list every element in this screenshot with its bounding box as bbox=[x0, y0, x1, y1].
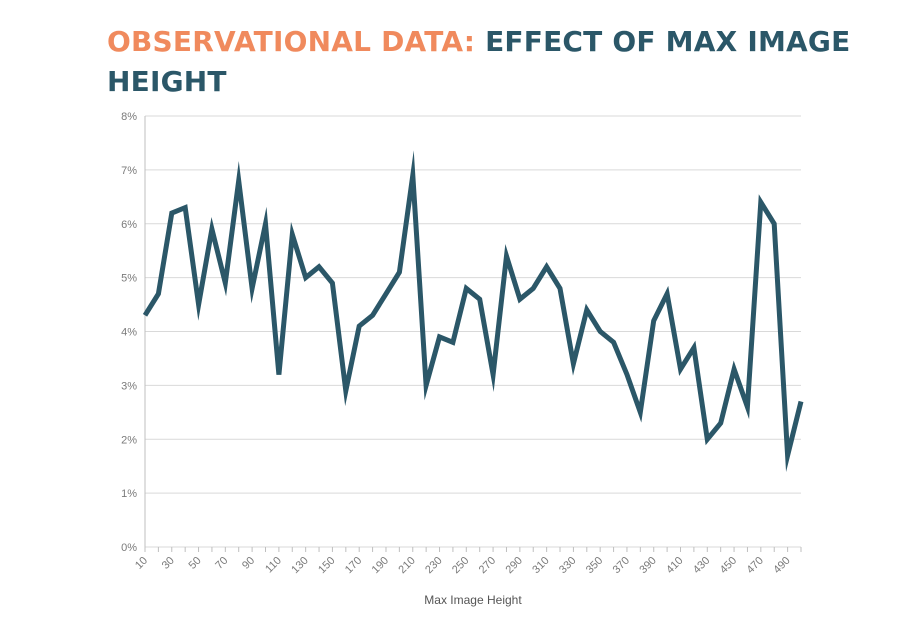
x-tick-label: 90 bbox=[240, 555, 257, 572]
x-tick-label: 350 bbox=[584, 555, 605, 576]
x-tick-label: 190 bbox=[370, 555, 391, 576]
y-tick-label: 4% bbox=[121, 327, 137, 339]
data-point bbox=[424, 383, 428, 387]
data-point bbox=[397, 270, 401, 274]
data-point bbox=[344, 389, 348, 393]
x-tick-label: 70 bbox=[213, 555, 230, 572]
data-point bbox=[384, 292, 388, 296]
data-point bbox=[598, 330, 602, 334]
chart-title-accent: OBSERVATIONAL DATA: bbox=[107, 25, 476, 58]
series-line bbox=[142, 150, 804, 472]
data-point bbox=[143, 313, 147, 317]
data-point bbox=[210, 227, 214, 231]
data-point bbox=[571, 362, 575, 366]
chart-title-main: EFFECT OF MAX IMAGE HEIGHT bbox=[107, 25, 851, 98]
data-point bbox=[237, 179, 241, 183]
x-tick-label: 30 bbox=[160, 555, 177, 572]
x-tick-label: 250 bbox=[450, 555, 471, 576]
y-tick-label: 3% bbox=[121, 380, 137, 392]
x-tick-label: 390 bbox=[637, 555, 658, 576]
x-tick-label: 130 bbox=[289, 555, 310, 576]
data-point bbox=[612, 340, 616, 344]
data-point bbox=[745, 405, 749, 409]
data-point bbox=[197, 303, 201, 307]
y-axis: 0% 1% 2% 3% 4% 5% 6% 7% 8% bbox=[121, 111, 146, 554]
x-tick-label: 290 bbox=[504, 555, 525, 576]
y-tick-label: 7% bbox=[121, 165, 137, 177]
data-point bbox=[692, 346, 696, 350]
data-point bbox=[478, 297, 482, 301]
x-tick-label: 450 bbox=[718, 555, 739, 576]
data-point bbox=[638, 410, 642, 414]
data-point bbox=[558, 286, 562, 290]
x-tick-label: 470 bbox=[744, 555, 765, 576]
x-tick-label: 110 bbox=[263, 555, 284, 576]
x-tick-label: 170 bbox=[343, 555, 364, 576]
x-tick-label: 410 bbox=[664, 555, 685, 576]
data-point bbox=[679, 367, 683, 371]
data-point bbox=[170, 211, 174, 215]
data-point bbox=[585, 308, 589, 312]
data-point bbox=[330, 281, 334, 285]
y-tick-label: 6% bbox=[121, 219, 137, 231]
data-point bbox=[156, 292, 160, 296]
data-point bbox=[491, 373, 495, 377]
y-tick-label: 1% bbox=[121, 488, 137, 500]
data-point bbox=[732, 367, 736, 371]
data-point bbox=[665, 292, 669, 296]
x-tick-label: 370 bbox=[611, 555, 632, 576]
data-point bbox=[504, 254, 508, 258]
y-tick-label: 5% bbox=[121, 273, 137, 285]
x-tick-label: 310 bbox=[530, 555, 551, 576]
data-point bbox=[304, 276, 308, 280]
data-point bbox=[357, 324, 361, 328]
data-point bbox=[786, 453, 790, 457]
y-tick-label: 2% bbox=[121, 434, 137, 446]
x-axis: 10 30 50 70 90 110 130 150 170 190 210 230 250 270 290… bbox=[133, 547, 802, 576]
x-tick-label: 230 bbox=[423, 555, 444, 576]
x-tick-label: 270 bbox=[477, 555, 498, 576]
x-axis-label: Max Image Height bbox=[424, 593, 522, 607]
y-tick-label: 8% bbox=[121, 111, 137, 123]
data-point bbox=[277, 373, 281, 377]
chart-title: OBSERVATIONAL DATA: EFFECT OF MAX IMAGE … bbox=[107, 22, 922, 102]
data-point bbox=[183, 206, 187, 210]
data-point bbox=[531, 286, 535, 290]
data-point bbox=[799, 400, 803, 404]
x-tick-label: 430 bbox=[691, 555, 712, 576]
data-point bbox=[518, 297, 522, 301]
data-point bbox=[772, 222, 776, 226]
data-point bbox=[371, 313, 375, 317]
data-point bbox=[652, 319, 656, 323]
data-point bbox=[438, 335, 442, 339]
data-point bbox=[464, 286, 468, 290]
data-point bbox=[625, 373, 629, 377]
data-point bbox=[317, 265, 321, 269]
x-tick-label: 150 bbox=[316, 555, 337, 576]
data-point bbox=[263, 222, 267, 226]
grid-lines bbox=[145, 115, 801, 548]
x-tick-label: 50 bbox=[187, 555, 204, 572]
data-point bbox=[759, 200, 763, 204]
data-point bbox=[290, 233, 294, 237]
x-tick-label: 210 bbox=[396, 555, 417, 576]
x-tick-label: 490 bbox=[771, 555, 792, 576]
data-point bbox=[250, 286, 254, 290]
data-point bbox=[719, 421, 723, 425]
y-tick-label: 0% bbox=[121, 542, 137, 554]
data-point bbox=[451, 340, 455, 344]
x-tick-label: 10 bbox=[133, 555, 150, 572]
x-tick-label: 330 bbox=[557, 555, 578, 576]
data-point bbox=[705, 437, 709, 441]
data-point bbox=[411, 173, 415, 177]
data-point bbox=[223, 281, 227, 285]
series-layer bbox=[142, 150, 804, 472]
data-point bbox=[545, 265, 549, 269]
